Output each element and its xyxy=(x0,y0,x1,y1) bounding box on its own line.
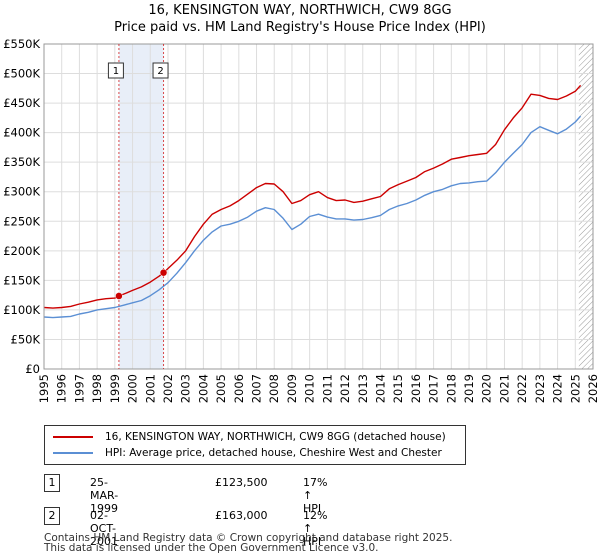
x-tick-label: 2019 xyxy=(462,374,476,403)
x-tick-label: 2015 xyxy=(391,374,405,403)
sale-date: 25-MAR-1999 xyxy=(90,476,119,515)
x-tick-label: 2011 xyxy=(320,374,334,403)
sale-marker-label: 2 xyxy=(157,66,163,77)
chart-subtitle: Price paid vs. HM Land Registry's House … xyxy=(114,20,486,35)
sale-point xyxy=(115,292,123,300)
footer-licence: This data is licensed under the Open Gov… xyxy=(44,542,379,554)
x-tick-label: 1998 xyxy=(90,374,104,403)
y-tick-label: £500K xyxy=(3,67,40,81)
x-tick-label: 1996 xyxy=(55,374,69,403)
x-tick-label: 2018 xyxy=(444,374,458,403)
y-tick-label: £550K xyxy=(3,37,40,51)
x-tick-label: 1995 xyxy=(37,374,51,403)
x-tick-label: 2002 xyxy=(161,374,175,403)
x-tick-label: 2023 xyxy=(533,374,547,403)
x-tick-label: 2010 xyxy=(303,374,317,403)
x-tick-label: 2017 xyxy=(427,374,441,403)
sale-hpi-diff: 12% ↑ HPI xyxy=(303,509,328,548)
y-tick-label: £350K xyxy=(3,155,40,169)
y-tick-label: £50K xyxy=(11,332,41,346)
x-tick-label: 2024 xyxy=(551,374,565,403)
sale-marker-box xyxy=(107,62,124,79)
x-tick-label: 2014 xyxy=(373,374,387,403)
chart-title: 16, KENSINGTON WAY, NORTHWICH, CW9 8GG xyxy=(148,3,452,18)
series-line-hpi xyxy=(43,115,582,319)
y-tick-label: £300K xyxy=(3,185,40,199)
x-tick-label: 2009 xyxy=(285,374,299,403)
hatched-future-area xyxy=(578,44,593,369)
legend-swatch-property xyxy=(53,436,93,438)
legend-item-property: 16, KENSINGTON WAY, NORTHWICH, CW9 8GG (… xyxy=(53,430,446,444)
x-tick-label: 2004 xyxy=(196,374,210,403)
shaded-period xyxy=(118,44,164,369)
sale-hpi-diff: 17% ↑ HPI xyxy=(303,476,328,515)
x-tick-label: 2013 xyxy=(356,374,370,403)
x-tick-label: 1997 xyxy=(72,374,86,403)
x-tick-label: 2006 xyxy=(232,374,246,403)
x-tick-label: 2001 xyxy=(143,374,157,403)
price-chart: £0 £50K £100K £150K £200K £250K £300K £350K £400… xyxy=(3,37,600,403)
footer-copyright: Contains HM Land Registry data © Crown c… xyxy=(44,532,453,544)
sale-price: £163,000 xyxy=(215,509,268,522)
legend-label-property: 16, KENSINGTON WAY, NORTHWICH, CW9 8GG (… xyxy=(105,431,446,443)
x-tick-label: 2021 xyxy=(497,374,511,403)
series-line-property xyxy=(43,84,582,309)
x-tick-label: 2022 xyxy=(515,374,529,403)
sale-marker-box xyxy=(152,62,169,79)
x-tick-label: 2026 xyxy=(586,374,600,403)
x-tick-label: 2025 xyxy=(568,374,582,403)
x-tick-label: 2020 xyxy=(480,374,494,403)
x-tick-label: 2007 xyxy=(250,374,264,403)
sale-price: £123,500 xyxy=(215,476,268,489)
legend-swatch-hpi xyxy=(53,452,93,454)
y-tick-label: £0 xyxy=(25,362,40,376)
x-tick-label: 2003 xyxy=(179,374,193,403)
plot-frame xyxy=(43,43,594,370)
sale-number-badge: 2 xyxy=(44,507,60,525)
y-tick-label: £450K xyxy=(3,96,40,110)
legend-item-hpi: HPI: Average price, detached house, Ches… xyxy=(53,446,442,460)
y-tick-label: £250K xyxy=(3,214,40,228)
x-tick-label: 2016 xyxy=(409,374,423,403)
x-tick-label: 1999 xyxy=(108,374,122,403)
x-tick-label: 2008 xyxy=(267,374,281,403)
x-tick-label: 2012 xyxy=(338,374,352,403)
legend: 16, KENSINGTON WAY, NORTHWICH, CW9 8GG (… xyxy=(44,425,466,465)
y-tick-label: £150K xyxy=(3,273,40,287)
y-tick-label: £200K xyxy=(3,244,40,258)
x-tick-label: 2000 xyxy=(126,374,140,403)
sale-date: 02-OCT-2001 xyxy=(90,509,118,548)
y-tick-label: £400K xyxy=(3,126,40,140)
y-tick-label: £100K xyxy=(3,303,40,317)
sale-marker-label: 1 xyxy=(113,66,119,77)
sale-point xyxy=(159,268,168,277)
sale-number-badge: 1 xyxy=(44,474,60,492)
legend-label-hpi: HPI: Average price, detached house, Ches… xyxy=(105,447,442,459)
x-tick-label: 2005 xyxy=(214,374,228,403)
